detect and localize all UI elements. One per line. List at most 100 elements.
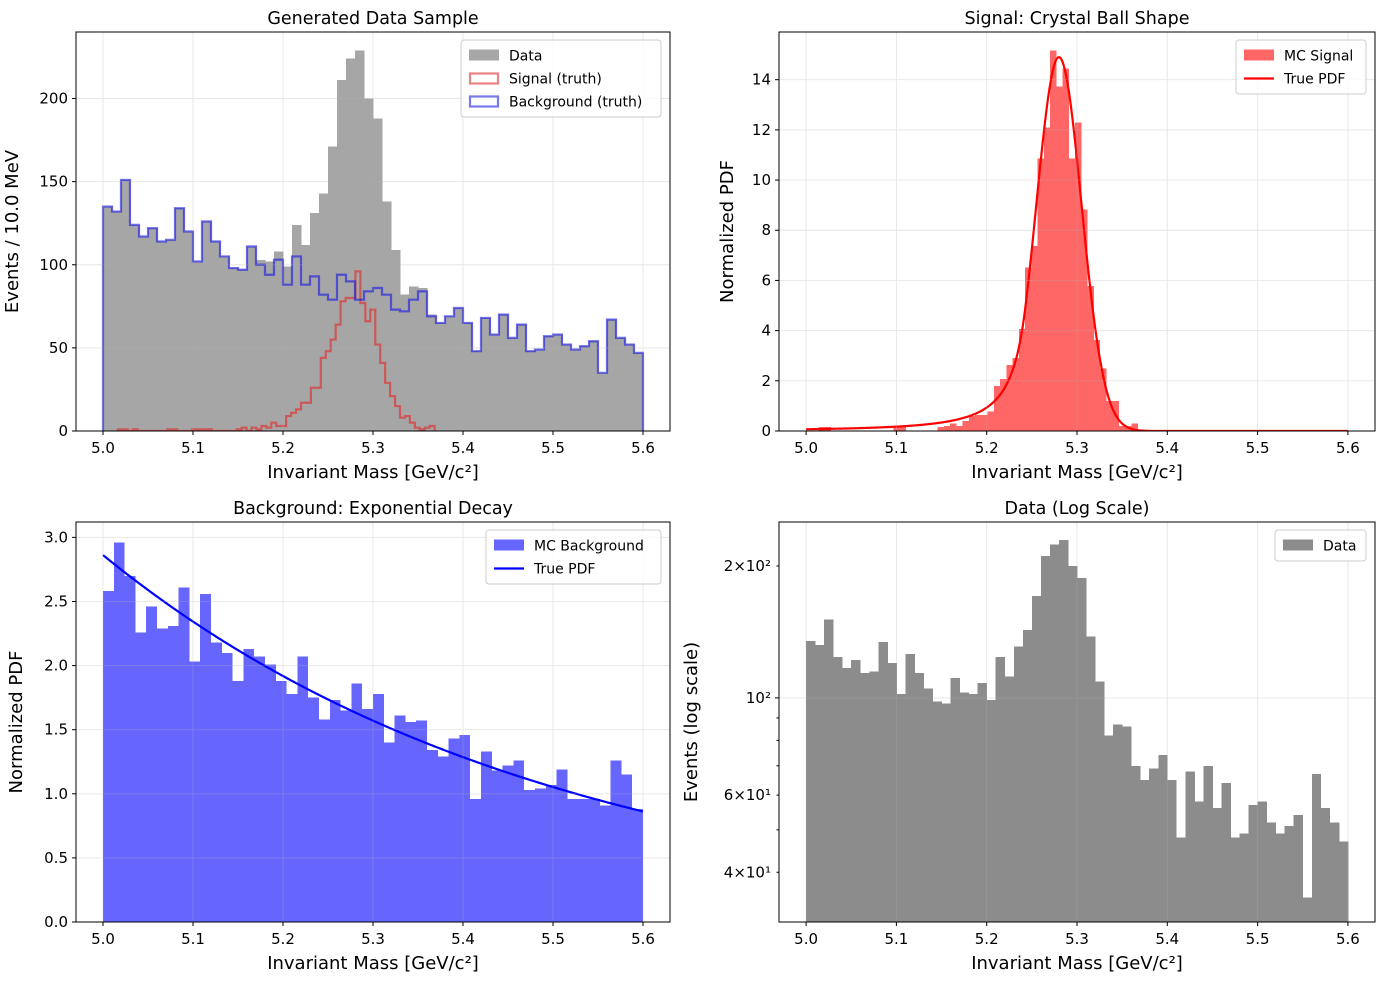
histogram-bar — [364, 98, 374, 431]
legend-entry: True PDF — [1244, 72, 1345, 88]
histogram-bar — [1302, 897, 1313, 922]
histogram-bar — [254, 656, 265, 922]
histogram-bar — [632, 809, 643, 922]
histogram-bar — [1006, 365, 1013, 431]
histogram-bar — [878, 642, 888, 922]
x-tick-label: 5.3 — [1065, 439, 1089, 457]
legend-swatch — [1244, 49, 1274, 61]
histogram-bar — [943, 425, 951, 431]
histogram-bar — [893, 427, 900, 431]
subplot-2: 5.0 5.1 5.2 5.3 5.4 5.5 5.6 0 2 4 6 8 10 12 14 Signal: … — [717, 9, 1376, 483]
x-tick-label: 5.1 — [181, 930, 205, 948]
histogram-bar — [310, 213, 320, 431]
series-mc-background — [103, 542, 643, 922]
plot-area — [806, 50, 1348, 431]
x-axis-label: Invariant Mass [GeV/c²] — [267, 953, 479, 974]
histogram-bar — [1000, 379, 1007, 431]
histogram-bar — [941, 703, 951, 922]
x-tick-label: 5.3 — [361, 930, 385, 948]
histogram-bar — [1230, 837, 1240, 922]
histogram-bar — [1239, 833, 1249, 922]
x-tick-label: 5.6 — [1336, 930, 1360, 948]
y-tick-label: 6 — [761, 271, 771, 289]
histogram-bar — [589, 341, 599, 431]
legend: Data — [1274, 529, 1367, 562]
histogram-bar — [1037, 158, 1044, 431]
histogram-bar — [490, 334, 500, 431]
plot-area — [101, 50, 645, 431]
histogram-bar — [121, 179, 131, 431]
histogram-bar — [221, 652, 233, 922]
histogram-bar — [319, 719, 330, 922]
histogram-bar — [1257, 801, 1268, 922]
histogram-bar — [437, 756, 449, 922]
histogram-bar — [513, 760, 525, 922]
histogram-bar — [502, 765, 514, 922]
histogram-bar — [178, 587, 190, 922]
histogram-bar — [328, 146, 338, 431]
histogram-bar — [815, 645, 825, 922]
histogram-bar — [1087, 285, 1094, 431]
histogram-bar — [517, 324, 527, 431]
y-tick-label: 2 — [761, 372, 771, 390]
histogram-bar — [806, 640, 816, 922]
y-tick-label: 50 — [49, 339, 68, 357]
histogram-bar — [175, 208, 185, 431]
histogram-bar — [562, 344, 572, 431]
histogram-bar — [319, 193, 329, 431]
histogram-bar — [553, 334, 563, 431]
grid — [779, 522, 1375, 922]
histogram-bar — [610, 760, 622, 922]
histogram-bar — [508, 337, 518, 431]
histogram-bar — [860, 672, 870, 922]
histogram-bar — [166, 239, 176, 431]
legend-label: True PDF — [533, 562, 595, 578]
legend-label: Data — [509, 49, 542, 65]
series-data — [806, 540, 1349, 922]
series-background-truth — [101, 178, 645, 431]
histogram-bar — [1338, 841, 1349, 922]
histogram-bar — [286, 693, 298, 922]
histogram-bar — [427, 314, 437, 431]
histogram-bar — [232, 680, 244, 922]
legend-label: MC Background — [534, 539, 644, 555]
histogram-bar — [238, 269, 248, 431]
y-tick-label: 12 — [752, 121, 771, 139]
histogram-bar — [470, 798, 481, 922]
x-axis-label: Invariant Mass [GeV/c²] — [267, 462, 479, 483]
legend-swatch — [494, 539, 524, 551]
legend-label: Background (truth) — [509, 95, 642, 111]
histogram-bar — [301, 244, 311, 431]
x-tick-label: 5.5 — [541, 930, 565, 948]
histogram-bar — [545, 784, 557, 922]
histogram-bar — [896, 694, 906, 922]
histogram-bar — [1158, 755, 1168, 922]
histogram-bar — [975, 414, 982, 431]
histogram-bar — [977, 683, 988, 922]
histogram-bar — [1104, 735, 1114, 922]
histogram-bar — [956, 425, 963, 431]
histogram-bar — [1050, 50, 1057, 431]
histogram-bar — [1031, 595, 1042, 922]
chart-title: Generated Data Sample — [267, 9, 478, 29]
histogram-bar — [103, 206, 113, 431]
x-tick-label: 5.3 — [1065, 930, 1089, 948]
y-tick-label: 6×10¹ — [724, 786, 771, 804]
histogram-bar — [1067, 565, 1078, 922]
x-tick-label: 5.6 — [1336, 439, 1360, 457]
histogram-bar — [869, 671, 879, 922]
y-tick-label: 200 — [39, 90, 68, 108]
y-tick-label: 1.5 — [44, 721, 68, 739]
x-tick-label: 5.5 — [1246, 930, 1270, 948]
histogram-bar — [851, 660, 861, 922]
histogram-bar — [382, 201, 392, 431]
x-tick-label: 5.6 — [631, 930, 655, 948]
histogram-bar — [1293, 815, 1304, 922]
histogram-bar — [211, 642, 222, 922]
histogram-bar — [1004, 676, 1015, 922]
histogram-bar — [1013, 646, 1024, 922]
histogram-bar — [394, 715, 406, 922]
histogram-step-line — [116, 270, 436, 431]
x-tick-label: 5.4 — [451, 930, 475, 948]
